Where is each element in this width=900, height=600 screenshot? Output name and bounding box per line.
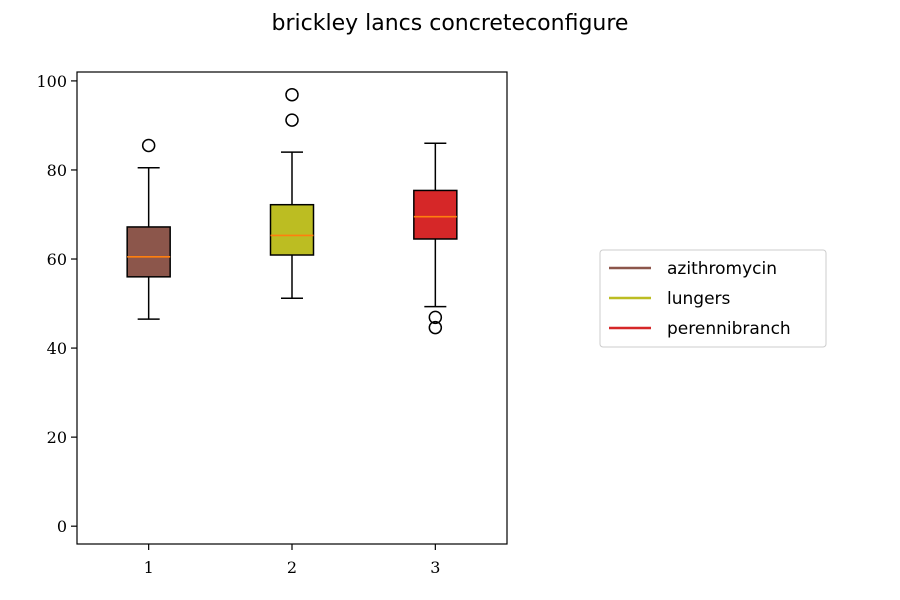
y-tick-label: 20 xyxy=(47,428,67,447)
box-perennibranch xyxy=(413,142,458,335)
y-tick-label: 40 xyxy=(47,339,67,358)
iqr-box xyxy=(126,226,171,278)
legend-label: azithromycin xyxy=(667,259,777,279)
outlier-point xyxy=(428,320,443,335)
outlier-point xyxy=(285,113,299,127)
y-tick-label: 100 xyxy=(36,72,67,91)
box-lungers xyxy=(269,87,315,299)
legend-label: lungers xyxy=(667,289,731,309)
legend: azithromycin lungers perennibranch xyxy=(599,249,827,348)
iqr-box xyxy=(413,189,458,240)
y-tick-label: 0 xyxy=(57,517,67,536)
y-tick-label: 80 xyxy=(47,161,67,180)
box-azithromycin xyxy=(126,138,171,320)
legend-frame xyxy=(599,249,827,348)
iqr-box xyxy=(269,203,315,256)
x-tick-label: 3 xyxy=(430,558,440,577)
legend-label: perennibranch xyxy=(667,319,791,339)
x-tick-label: 2 xyxy=(287,558,297,577)
x-tick-label: 1 xyxy=(144,558,154,577)
outlier-point xyxy=(285,87,299,102)
chart-title: brickley lancs concreteconfigure xyxy=(272,11,629,36)
x-axis: 1 2 3 xyxy=(144,544,440,577)
boxes xyxy=(126,87,458,335)
outlier-point xyxy=(141,138,156,153)
y-axis: 0 20 40 60 80 100 xyxy=(36,72,77,536)
y-tick-label: 60 xyxy=(47,250,67,269)
outlier-point xyxy=(428,310,443,325)
